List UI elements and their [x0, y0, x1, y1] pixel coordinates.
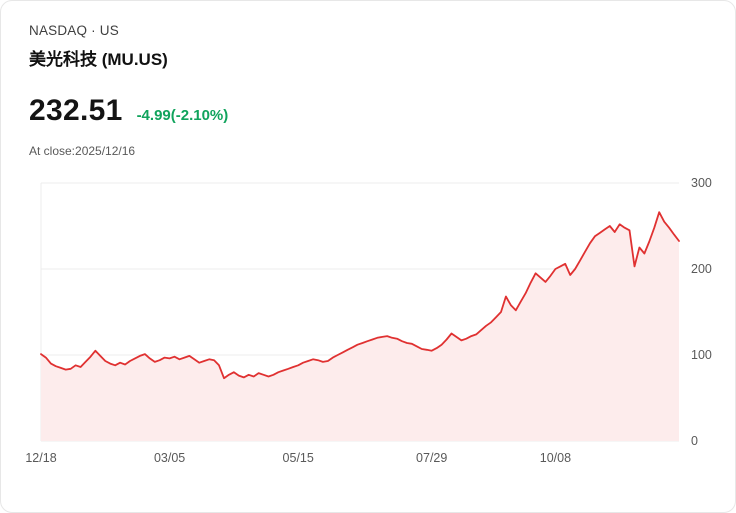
x-axis-label: 07/29 — [416, 451, 447, 465]
y-axis-label: 300 — [691, 176, 712, 190]
x-axis-label: 03/05 — [154, 451, 185, 465]
price-line — [40, 211, 680, 380]
y-axis-label: 100 — [691, 348, 712, 362]
stock-title: 美光科技 (MU.US) — [29, 50, 168, 69]
price-chart[interactable]: 0 100 200 300 12/18 03/05 05/15 07/29 10/08 — [1, 169, 736, 479]
y-axis-label: 0 — [691, 434, 698, 448]
x-axis-label: 05/15 — [283, 451, 314, 465]
price-change: -4.99(-2.10%) — [136, 107, 229, 124]
close-time-label: At close:2025/12/16 — [29, 144, 136, 158]
price-value: 232.51 — [29, 94, 123, 127]
price-area-fill — [41, 212, 679, 441]
x-axis-label: 10/08 — [540, 451, 571, 465]
x-axis-label: 12/18 — [25, 451, 56, 465]
exchange-label: NASDAQ · US — [29, 23, 119, 38]
chart-area[interactable]: 0 100 200 300 12/18 03/05 05/15 07/29 10/08 — [1, 169, 736, 479]
y-axis-label: 200 — [691, 262, 712, 276]
quote-row: 232.51 -4.99(-2.10%) — [29, 94, 707, 128]
